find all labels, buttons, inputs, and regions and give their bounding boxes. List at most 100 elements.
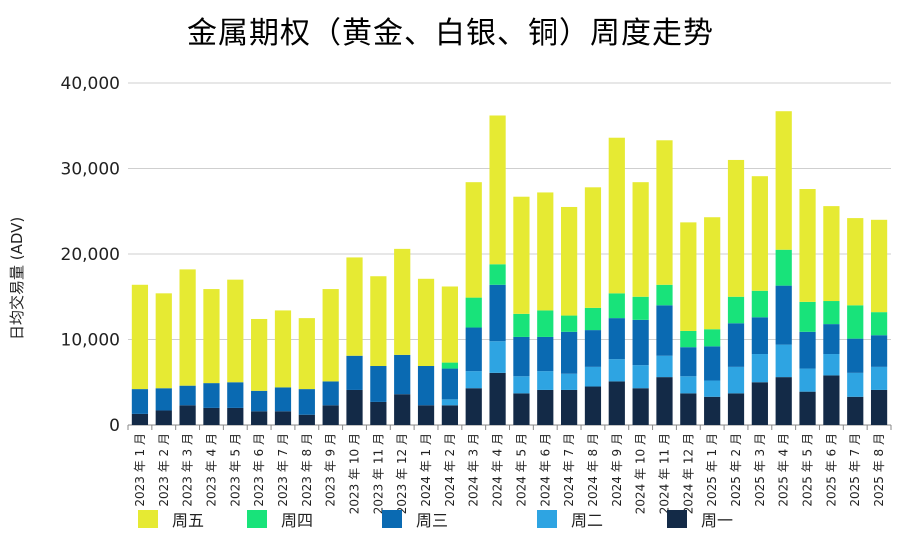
bar-segment: [680, 222, 697, 331]
bar-segment: [584, 307, 602, 331]
legend-item: 周五: [138, 507, 204, 531]
x-tick-label: 2023 年 9 月: [324, 433, 338, 507]
bar-segment: [704, 346, 721, 381]
bar-segment: [608, 381, 625, 425]
bar-segment: [441, 399, 458, 406]
bar-segment: [704, 380, 721, 397]
bar-segment: [727, 366, 745, 394]
bar-segment: [417, 278, 435, 367]
bar-segment: [847, 338, 864, 373]
bar-segment: [799, 189, 816, 302]
bar-segment: [561, 389, 578, 425]
bar-segment: [537, 371, 554, 390]
bar-segment: [513, 336, 530, 377]
bar-segment: [179, 269, 196, 386]
bar-segment: [870, 389, 888, 425]
bar-segment: [561, 331, 578, 374]
bar-segment: [775, 249, 792, 286]
x-tick-label: 2025 年 2 月: [729, 433, 743, 507]
bar-segment: [179, 405, 196, 425]
x-tick-label: 2024 年 12 月: [681, 433, 695, 514]
bar-segment: [441, 405, 458, 425]
bar-segment: [251, 318, 268, 391]
x-tick-label: 2025 年 6 月: [824, 433, 838, 507]
y-tick-label: 0: [109, 416, 120, 436]
y-tick-label: 40,000: [61, 74, 120, 94]
legend-swatch: [537, 510, 557, 528]
bar-segment: [870, 219, 888, 313]
bar-segment: [465, 327, 482, 372]
bar-segment: [632, 296, 649, 320]
x-tick-label: 2024 年 10 月: [634, 433, 648, 514]
bar-segment: [441, 362, 458, 369]
bar-segment: [608, 359, 625, 382]
bar-segment: [632, 182, 649, 297]
bar-segment: [155, 293, 172, 389]
bar-segment: [870, 312, 888, 336]
bar-segment: [823, 301, 840, 325]
x-tick-label: 2025 年 3 月: [753, 433, 767, 507]
bar-segment: [799, 391, 816, 425]
bar-segment: [584, 366, 602, 387]
bar-segment: [751, 176, 768, 291]
x-tick-label: 2023 年 7 月: [276, 433, 290, 507]
bar-segment: [394, 354, 411, 395]
bar-segment: [656, 305, 673, 356]
bar-segment: [680, 330, 697, 348]
x-tick-label: 2025 年 7 月: [848, 433, 862, 507]
bar-segment: [322, 289, 339, 382]
x-tick-label: 2024 年 7 月: [562, 433, 576, 507]
bar-segment: [489, 341, 506, 373]
bar-segment: [656, 284, 673, 306]
bar-segment: [489, 115, 506, 265]
x-tick-label: 2023 年 6 月: [252, 433, 266, 507]
bar-segment: [704, 396, 721, 425]
bar-segment: [727, 159, 745, 297]
bar-segment: [322, 405, 339, 425]
bar-segment: [799, 331, 816, 369]
bar-segment: [131, 413, 149, 425]
bar-segment: [298, 318, 315, 390]
bar-segment: [704, 217, 721, 330]
legend-swatch: [667, 510, 687, 528]
bar-segment: [537, 389, 554, 425]
bar-segment: [775, 111, 792, 250]
bar-segment: [441, 368, 458, 400]
bar-segment: [227, 279, 244, 383]
bar-segment: [608, 318, 625, 360]
bar-segment: [131, 284, 149, 390]
bar-segment: [274, 387, 292, 412]
bar-segment: [847, 372, 864, 397]
x-tick-label: 2025 年 4 月: [777, 433, 791, 507]
bar-segment: [346, 257, 363, 356]
bar-segment: [155, 410, 172, 425]
x-tick-label: 2025 年 5 月: [801, 433, 815, 507]
x-tick-label: 2023 年 11 月: [371, 433, 385, 514]
x-tick-label: 2023 年 8 月: [300, 433, 314, 507]
chart-title: 金属期权（黄金、白银、铜）周度走势: [187, 16, 714, 51]
x-tick-label: 2024 年 2 月: [443, 433, 457, 507]
bar-segment: [847, 218, 864, 306]
bar-segment: [370, 366, 387, 402]
bar-segment: [870, 335, 888, 367]
bar-segment: [680, 347, 697, 377]
bar-segment: [775, 344, 792, 378]
bar-segment: [465, 371, 482, 389]
bar-segment: [465, 297, 482, 328]
x-tick-label: 2024 年 4 月: [491, 433, 505, 507]
bar-segment: [775, 377, 792, 425]
legend-label: 周三: [416, 511, 449, 530]
legend-swatch: [382, 510, 402, 528]
x-tick-label: 2024 年 11 月: [657, 433, 671, 514]
bar-segment: [799, 301, 816, 332]
bar-segment: [298, 414, 315, 425]
x-tick-label: 2024 年 1 月: [419, 433, 433, 507]
legend-label: 周五: [172, 511, 205, 530]
bar-segment: [513, 376, 530, 394]
bar-segment: [751, 290, 768, 318]
bar-segment: [537, 192, 554, 311]
bar-segment: [489, 284, 506, 342]
bar-segment: [489, 264, 506, 285]
bar-segment: [346, 389, 363, 425]
bar-segment: [823, 354, 840, 376]
